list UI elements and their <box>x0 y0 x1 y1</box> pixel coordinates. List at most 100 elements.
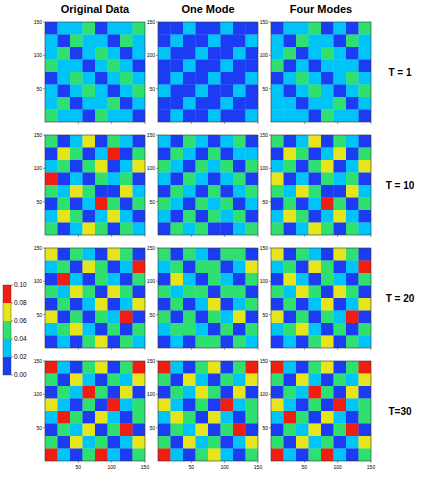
heatmap-cell <box>321 110 334 123</box>
heatmap-cell <box>83 361 96 374</box>
heatmap-cell <box>70 273 83 286</box>
heatmap-cell <box>95 399 108 412</box>
heatmap-cell <box>246 185 259 198</box>
heatmap-cell <box>158 110 171 123</box>
heatmap-cell <box>296 311 309 324</box>
heatmap-cell <box>284 35 297 48</box>
heatmap-cell <box>183 336 196 349</box>
x-tick-label: 50 <box>302 464 308 470</box>
heatmap-cell <box>246 60 259 73</box>
heatmap-cell <box>359 311 372 324</box>
heatmap-cell <box>208 248 221 261</box>
heatmap-cell <box>70 72 83 85</box>
y-tick-label: 150 <box>147 19 156 25</box>
heatmap-panel <box>271 135 371 235</box>
heatmap-cell <box>208 47 221 60</box>
heatmap-cell <box>271 160 284 173</box>
heatmap-cell <box>183 185 196 198</box>
heatmap-cell <box>284 374 297 387</box>
heatmap-cell <box>95 261 108 274</box>
heatmap-cell <box>120 160 133 173</box>
x-tick <box>224 235 225 237</box>
heatmap-cell <box>309 185 322 198</box>
heatmap-cell <box>359 72 372 85</box>
heatmap-cell <box>108 35 121 48</box>
heatmap-cell <box>208 110 221 123</box>
y-tick-label: 150 <box>260 132 269 138</box>
heatmap-cell <box>171 85 184 98</box>
heatmap-cell <box>171 173 184 186</box>
heatmap-cell <box>158 148 171 161</box>
heatmap-cell <box>196 198 209 211</box>
heatmap-cell <box>271 223 284 236</box>
x-tick <box>258 461 259 463</box>
heatmap-cell <box>221 22 234 35</box>
heatmap-cell <box>83 173 96 186</box>
heatmap-cell <box>246 72 259 85</box>
y-tick-label: 50 <box>36 425 42 431</box>
heatmap-panel <box>158 22 258 122</box>
heatmap-cell <box>183 386 196 399</box>
heatmap-cell <box>196 261 209 274</box>
heatmap-cell <box>359 22 372 35</box>
y-tick-label: 100 <box>34 52 43 58</box>
heatmap-cell <box>334 110 347 123</box>
heatmap-cell <box>183 323 196 336</box>
heatmap-cell <box>309 173 322 186</box>
heatmap-cell <box>359 374 372 387</box>
heatmap-cell <box>83 311 96 324</box>
heatmap-cell <box>309 198 322 211</box>
heatmap-cell <box>95 85 108 98</box>
heatmap-cell <box>83 286 96 299</box>
heatmap-cell <box>95 97 108 110</box>
heatmap-cell <box>271 60 284 73</box>
heatmap-cell <box>296 399 309 412</box>
heatmap-cell <box>70 248 83 261</box>
heatmap-cell <box>58 311 71 324</box>
heatmap-cell <box>284 399 297 412</box>
y-tick <box>156 314 158 315</box>
x-tick <box>78 235 79 237</box>
heatmap-cell <box>183 47 196 60</box>
heatmap-cell <box>271 361 284 374</box>
panel-frame <box>45 22 145 122</box>
heatmap-cell <box>171 160 184 173</box>
heatmap-cell <box>108 323 121 336</box>
heatmap-cell <box>158 160 171 173</box>
heatmap-cell <box>70 436 83 449</box>
heatmap-cell <box>58 261 71 274</box>
heatmap-cell <box>321 22 334 35</box>
heatmap-cell <box>108 436 121 449</box>
heatmap-cell <box>95 35 108 48</box>
heatmap-cell <box>271 386 284 399</box>
heatmap-cell <box>108 286 121 299</box>
y-tick-label: 100 <box>34 391 43 397</box>
heatmap-cell <box>284 185 297 198</box>
x-tick <box>337 235 338 237</box>
heatmap-cell <box>309 336 322 349</box>
heatmap-cell <box>233 160 246 173</box>
heatmap-cell <box>171 361 184 374</box>
heatmap-cell <box>246 248 259 261</box>
heatmap-cell <box>309 135 322 148</box>
heatmap-cell <box>346 374 359 387</box>
heatmap-cell <box>309 35 322 48</box>
heatmap-cell <box>70 361 83 374</box>
heatmap-cell <box>133 223 146 236</box>
heatmap-cell <box>208 273 221 286</box>
heatmap-cell <box>95 47 108 60</box>
heatmap-cell <box>233 22 246 35</box>
heatmap-cell <box>158 386 171 399</box>
colorbar-tick <box>11 375 13 376</box>
x-tick <box>258 235 259 237</box>
heatmap-cell <box>296 72 309 85</box>
heatmap-cell <box>58 336 71 349</box>
row-title: T = 20 <box>386 293 415 304</box>
heatmap-cell <box>233 110 246 123</box>
heatmap-cell <box>58 449 71 462</box>
heatmap-cell <box>284 261 297 274</box>
y-tick <box>269 55 271 56</box>
heatmap-cell <box>309 411 322 424</box>
heatmap-cell <box>309 273 322 286</box>
heatmap-cell <box>83 160 96 173</box>
